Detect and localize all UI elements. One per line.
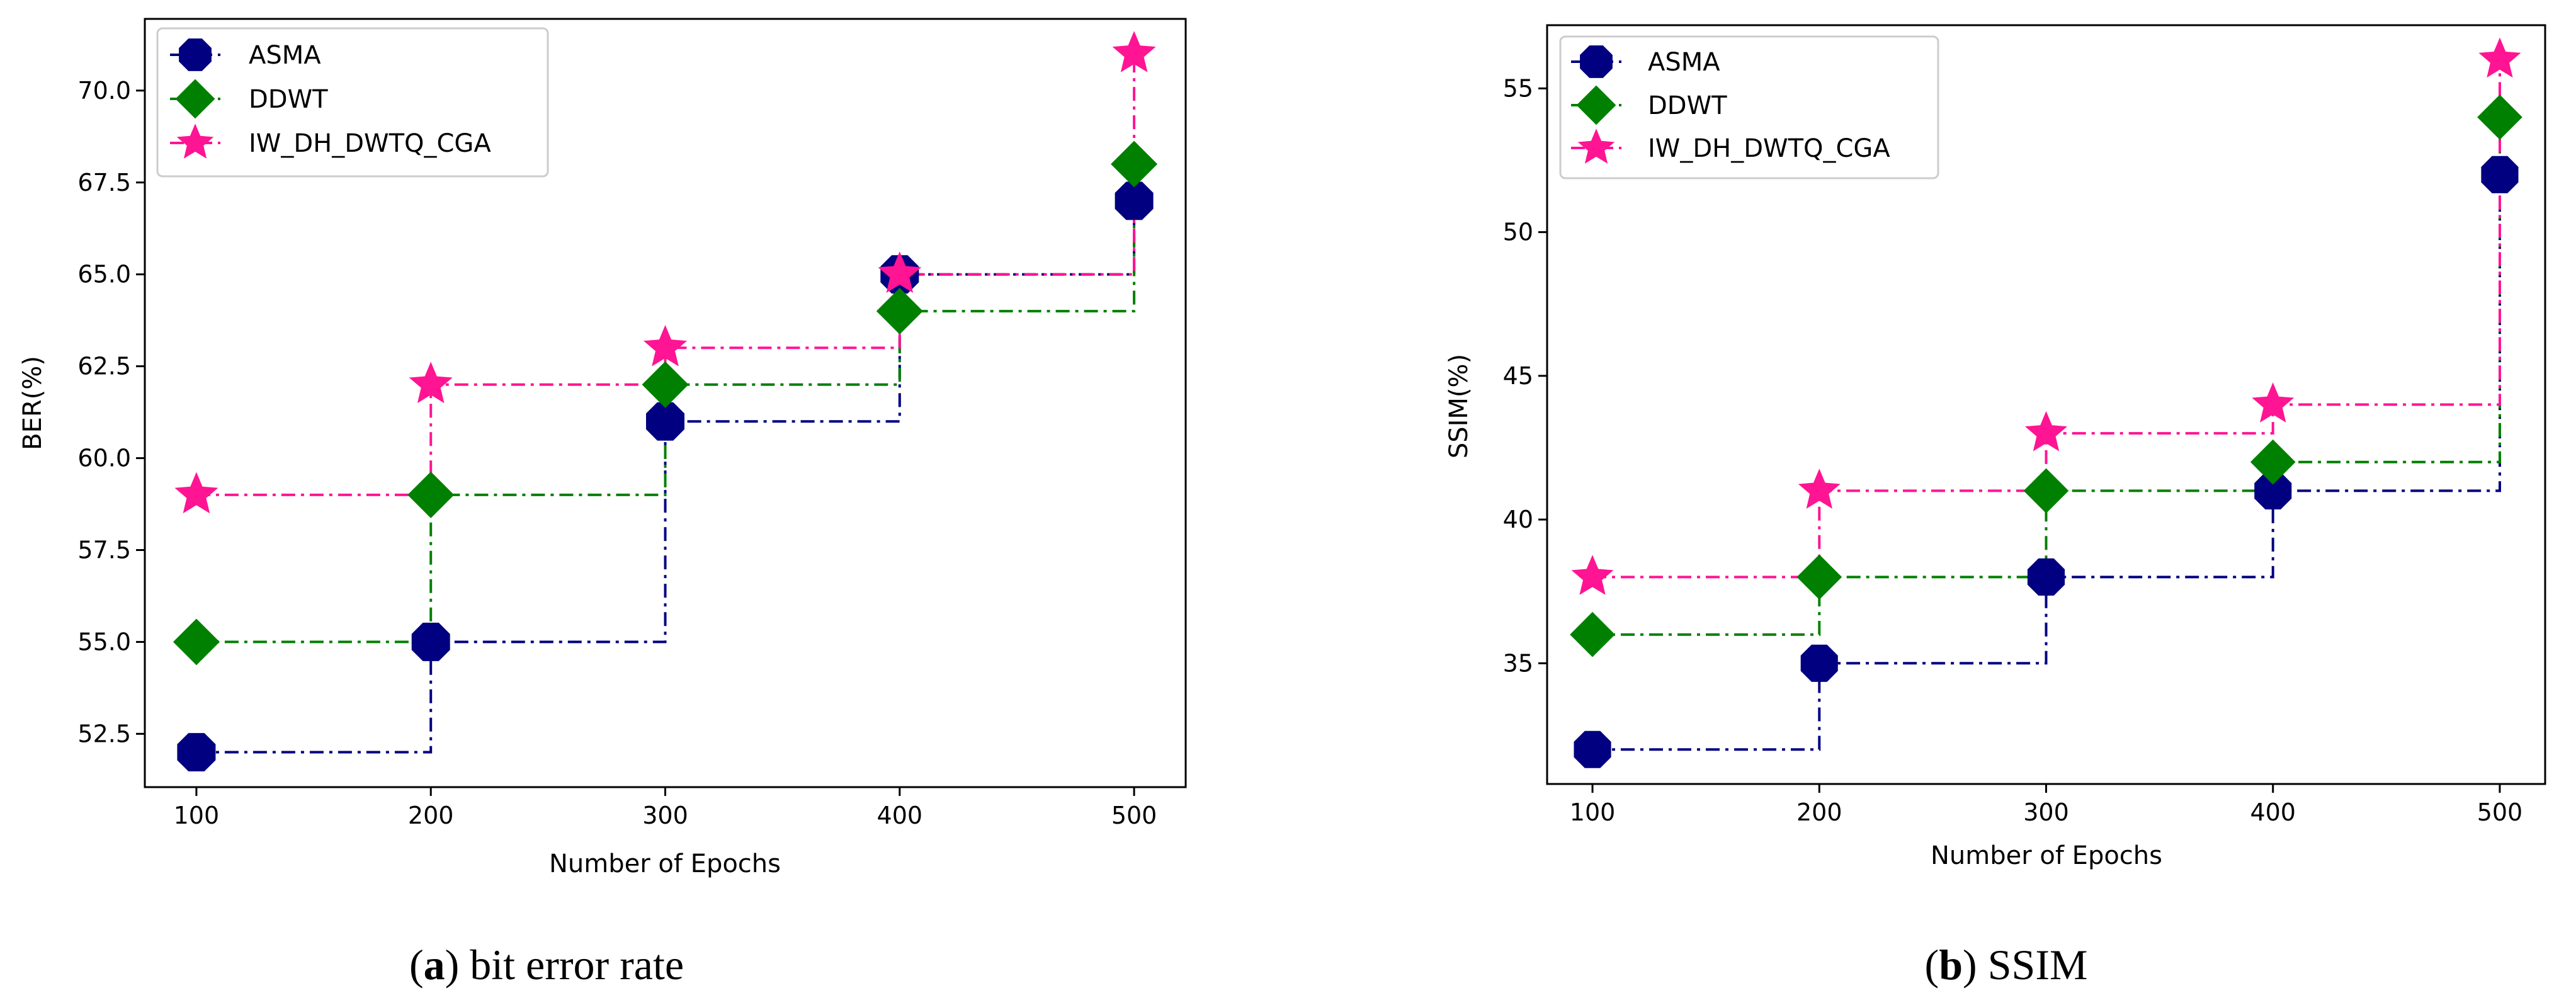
legend-label-ddwt: DDWT <box>1648 91 1727 120</box>
legend-box <box>156 27 549 178</box>
x-tick-label: 400 <box>877 802 923 829</box>
data-point-iw-dh-dwtq-cga <box>409 361 453 404</box>
y-tick-label: 55.0 <box>77 628 131 656</box>
y-tick-label: 65.0 <box>77 261 131 288</box>
panel-a-ber-chart: 100 200 300 400 500 52.5 55.0 57.5 60.0 62.5 65.0 6… <box>18 18 1187 989</box>
tick-layer: 100 200 300 400 500 35 40 45 50 55 <box>1503 74 2523 826</box>
y-tick-label: 70.0 <box>77 77 131 105</box>
data-point-iw-dh-dwtq-cga <box>2025 411 2067 451</box>
data-point-asma <box>1574 730 1611 768</box>
y-tick-label: 52.5 <box>77 720 131 747</box>
tick-layer: 100 200 300 400 500 52.5 55.0 57.5 60.0 62.5 65.0 6… <box>77 77 1157 829</box>
x-tick-label: 200 <box>408 802 454 829</box>
data-point-ddwt <box>642 361 689 408</box>
data-point-iw-dh-dwtq-cga <box>1798 468 1841 509</box>
caption-close-paren: ) <box>445 941 460 989</box>
legend: ASMA DDWT IW_DH_DWTQ_CGA <box>1559 35 1939 179</box>
x-tick-label: 200 <box>1796 798 1842 826</box>
x-tick-label: 300 <box>642 802 688 829</box>
legend-marker-star <box>176 123 214 159</box>
data-point-ddwt <box>1796 554 1842 600</box>
data-point-iw-dh-dwtq-cga <box>644 325 687 366</box>
data-point-asma <box>646 402 684 441</box>
data-point-ddwt <box>2250 439 2296 485</box>
x-tick-label: 500 <box>1111 802 1157 829</box>
data-point-ddwt <box>1570 611 1615 657</box>
y-tick-label: 50 <box>1503 219 1533 246</box>
legend-marker-star <box>1577 128 1615 164</box>
data-point-asma <box>1115 181 1154 220</box>
caption-text: SSIM <box>1977 941 2088 989</box>
y-axis-label: BER(%) <box>18 356 47 450</box>
x-axis-label: Number of Epochs <box>549 849 781 878</box>
data-point-iw-dh-dwtq-cga <box>878 251 922 293</box>
legend-entry-iw-dh-dwtq-cga: IW_DH_DWTQ_CGA <box>170 123 491 159</box>
data-point-ddwt <box>2023 468 2069 514</box>
data-point-asma <box>1800 644 1838 682</box>
x-tick-label: 100 <box>1570 798 1616 826</box>
y-tick-label: 45 <box>1503 362 1533 390</box>
legend-label-iw-dh-dwtq-cga: IW_DH_DWTQ_CGA <box>1648 134 1890 163</box>
data-point-iw-dh-dwtq-cga <box>1571 555 1614 595</box>
y-tick-label: 55 <box>1503 74 1533 102</box>
data-point-ddwt <box>173 618 220 666</box>
data-point-asma <box>2481 156 2519 193</box>
y-tick-label: 60.0 <box>77 445 131 472</box>
caption-letter: a <box>424 941 445 989</box>
y-tick-label: 67.5 <box>77 169 131 196</box>
x-tick-label: 500 <box>2477 798 2523 826</box>
legend-marker-diamond <box>175 79 215 119</box>
legend-box <box>1559 35 1939 179</box>
legend-marker-octagon <box>1580 45 1613 78</box>
legend-marker-octagon <box>179 38 212 71</box>
x-tick-label: 400 <box>2250 798 2296 826</box>
legend-label-asma: ASMA <box>249 41 321 70</box>
data-point-iw-dh-dwtq-cga <box>1112 31 1156 72</box>
series-layer <box>173 31 1158 771</box>
y-tick-label: 62.5 <box>77 353 131 380</box>
legend: ASMA DDWT IW_DH_DWTQ_CGA <box>156 27 549 178</box>
legend-entry-asma: ASMA <box>170 38 321 71</box>
data-point-asma <box>2027 558 2065 596</box>
data-point-ddwt <box>876 288 923 334</box>
legend-label-ddwt: DDWT <box>249 85 328 114</box>
legend-label-asma: ASMA <box>1648 48 1720 77</box>
caption-text: bit error rate <box>459 941 684 989</box>
data-point-iw-dh-dwtq-cga <box>2478 37 2521 78</box>
caption-open-paren: ( <box>1925 941 1939 989</box>
legend-entry-asma: ASMA <box>1571 45 1720 78</box>
y-tick-label: 57.5 <box>77 536 131 564</box>
x-axis-label: Number of Epochs <box>1931 841 2162 870</box>
y-tick-label: 40 <box>1503 506 1533 533</box>
data-point-iw-dh-dwtq-cga <box>174 472 218 514</box>
y-axis-label: SSIM(%) <box>1444 354 1473 458</box>
data-point-asma <box>411 622 450 661</box>
data-point-ddwt <box>407 472 455 518</box>
legend-label-iw-dh-dwtq-cga: IW_DH_DWTQ_CGA <box>249 129 491 158</box>
series-line-ddwt <box>196 164 1136 644</box>
series-layer <box>1570 37 2522 768</box>
data-point-asma <box>177 733 216 771</box>
data-point-ddwt <box>2477 94 2522 140</box>
caption-close-paren: ) <box>1963 941 1977 989</box>
data-point-iw-dh-dwtq-cga <box>2252 382 2295 423</box>
x-tick-label: 100 <box>174 802 220 829</box>
caption: (b) SSIM <box>1925 941 2088 989</box>
caption-open-paren: ( <box>409 941 424 989</box>
caption: (a) bit error rate <box>409 941 684 989</box>
legend-entry-ddwt: DDWT <box>1571 85 1727 125</box>
data-point-asma <box>2254 472 2292 509</box>
legend-entry-ddwt: DDWT <box>170 79 328 119</box>
panel-b-ssim-chart: 100 200 300 400 500 35 40 45 50 55 Number of Epoc… <box>1444 24 2546 989</box>
y-tick-label: 35 <box>1503 649 1533 677</box>
data-point-ddwt <box>1111 140 1158 188</box>
legend-entry-iw-dh-dwtq-cga: IW_DH_DWTQ_CGA <box>1571 128 1890 164</box>
caption-letter: b <box>1939 941 1963 989</box>
x-tick-label: 300 <box>2023 798 2069 826</box>
legend-marker-diamond <box>1576 85 1616 125</box>
